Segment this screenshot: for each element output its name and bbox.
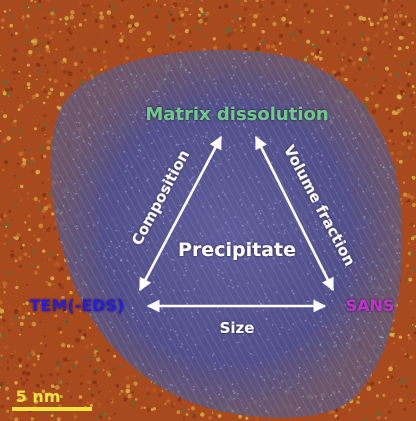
edge-label-size: Size — [220, 319, 255, 337]
arrow-composition — [138, 135, 223, 292]
node-sans: SANS — [346, 296, 395, 315]
scale-bar — [12, 407, 92, 411]
arrow-volume-fraction — [254, 135, 335, 292]
scale-bar-label: 5 nm — [16, 387, 61, 406]
center-label-precipitate: Precipitate — [178, 239, 296, 261]
node-matrix-dissolution: Matrix dissolution — [145, 104, 328, 125]
node-tem-eds: TEM(-EDS) — [30, 296, 125, 315]
